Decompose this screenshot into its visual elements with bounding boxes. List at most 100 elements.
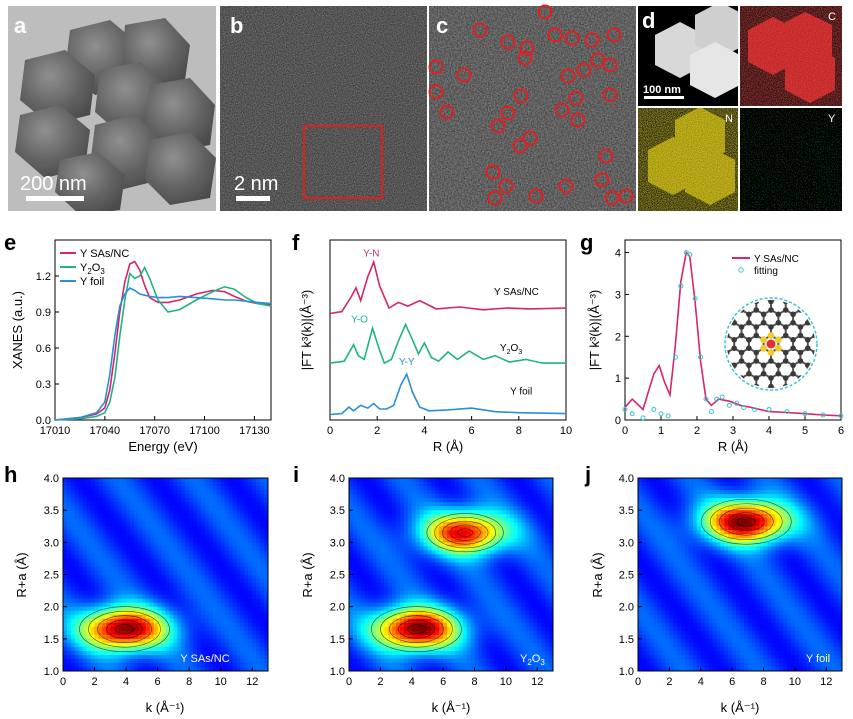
panel-c-label: c xyxy=(436,13,448,38)
x-tick-label: 2 xyxy=(694,425,700,437)
panel-i-label: i xyxy=(293,462,299,487)
x-tick-label: 17040 xyxy=(90,425,121,437)
single-atom-circle xyxy=(560,68,576,84)
x-tick-label: 12 xyxy=(820,676,832,688)
carbon-atom xyxy=(790,311,796,318)
y-tick-label: 1.0 xyxy=(619,666,634,678)
series-line-y2o3 xyxy=(54,265,272,421)
x-tick-label: 17070 xyxy=(139,425,170,437)
single-atom-circle xyxy=(537,4,553,20)
fitting-point xyxy=(687,252,693,258)
panel-b-label: b xyxy=(230,13,243,38)
carbon-atom xyxy=(731,345,737,352)
panel-f-plot-frame xyxy=(329,239,567,421)
carbon-atom xyxy=(775,370,782,377)
panel-a-tem-image: a 200 nm xyxy=(8,6,216,211)
y-tick-label: 3.5 xyxy=(44,505,59,517)
carbon-atom xyxy=(760,362,767,369)
fitting-point xyxy=(784,409,790,415)
panel-e-legend-sas: Y SAs/NC xyxy=(80,248,129,260)
annotation-label: Y-Y xyxy=(399,357,415,368)
single-atom-circle xyxy=(487,190,503,206)
panel-a-scalebar-label: 200 nm xyxy=(20,173,87,195)
carbon-atom xyxy=(790,362,796,369)
single-atom-circle xyxy=(498,178,514,194)
carbon-atom xyxy=(768,307,774,313)
panel-g-label: g xyxy=(580,230,593,255)
y-tick-label: 1.5 xyxy=(330,634,345,646)
single-atom-circle xyxy=(513,88,529,104)
panel-g-ylabel: |FT k³(k)|(Å⁻³) xyxy=(587,290,602,371)
x-tick-label: 17010 xyxy=(40,425,71,437)
x-tick-label: 10 xyxy=(215,676,227,688)
panel-c-haadf-zoom-image: c xyxy=(428,4,636,211)
single-atom-circle xyxy=(500,34,516,50)
panel-h-tag: Y SAs/NC xyxy=(180,653,229,665)
carbon-atom xyxy=(782,324,789,330)
fitting-point xyxy=(752,407,758,413)
x-tick-label: 2 xyxy=(374,425,380,437)
x-tick-label: 5 xyxy=(802,425,808,437)
carbon-atom xyxy=(797,324,804,330)
carbon-atom xyxy=(738,324,745,330)
panel-d-map-n-label: N xyxy=(725,113,733,125)
carbon-atom xyxy=(746,345,752,352)
carbon-atom xyxy=(753,324,760,330)
y-tick-label: 3.0 xyxy=(619,537,634,549)
fitting-point xyxy=(640,415,646,421)
carbon-atom xyxy=(727,349,730,356)
carbon-atom xyxy=(782,349,789,356)
series-line-y2o3 xyxy=(329,322,566,365)
single-atom-circle xyxy=(584,32,600,48)
x-tick-label: 12 xyxy=(246,676,258,688)
single-atom-circle xyxy=(594,172,610,188)
carbon-atom xyxy=(768,375,774,381)
carbon-atom xyxy=(805,345,811,352)
single-atom-circle xyxy=(512,138,528,154)
y-tick-label: 1.5 xyxy=(619,634,634,646)
x-tick-label: 17130 xyxy=(239,425,270,437)
fitting-point xyxy=(726,402,732,408)
panel-j-label: j xyxy=(584,462,591,487)
fitting-point xyxy=(719,394,725,400)
single-atom-circle xyxy=(564,30,580,46)
x-tick-label: 0 xyxy=(635,676,641,688)
panel-h-wavelet-chart: h 0 2 4 6 8 10 12 1.0 1.5 2.0 2.5 3.0 3.5 4.0 Y SAs/N… xyxy=(4,462,269,715)
panel-g-legend: Y SAs/NC fitting xyxy=(732,254,799,277)
x-tick-label: 12 xyxy=(531,676,543,688)
yttrium-atom xyxy=(766,339,776,349)
annotation-label: Y-N xyxy=(363,249,379,260)
single-atom-circle xyxy=(568,90,584,106)
single-atom-circle xyxy=(500,105,516,121)
panel-g-xlabel: R (Å) xyxy=(718,439,748,454)
x-tick-label: 10 xyxy=(560,425,572,437)
x-tick-label: 10 xyxy=(500,676,512,688)
fitting-point xyxy=(838,413,844,419)
fitting-point xyxy=(629,411,635,417)
carbon-atom xyxy=(790,319,796,326)
panel-b-scalebar xyxy=(236,196,270,201)
y-tick-label: 1.2 xyxy=(36,271,51,283)
carbon-atom xyxy=(782,307,789,313)
fitting-point xyxy=(683,250,689,256)
y-tick-label: 1 xyxy=(615,373,621,385)
nitrogen-atom xyxy=(760,336,768,344)
y-tick-label: 1.0 xyxy=(44,666,59,678)
carbon-atom xyxy=(782,332,789,339)
x-tick-label: 10 xyxy=(789,676,801,688)
carbon-atom xyxy=(753,332,760,339)
single-atom-circle xyxy=(604,190,620,206)
panel-h-label: h xyxy=(4,462,17,487)
carbon-atom xyxy=(768,300,774,305)
fitting-point xyxy=(658,411,664,417)
y-tick-label: 4.0 xyxy=(619,473,634,485)
single-atom-circle xyxy=(602,57,618,73)
fitting-point xyxy=(741,404,747,410)
carbon-atom xyxy=(797,349,804,356)
panel-b-scalebar-label: 2 nm xyxy=(234,173,278,195)
fitting-point xyxy=(622,407,628,413)
panel-j-xlabel: k (Å⁻¹) xyxy=(721,700,760,715)
x-tick-label: 2 xyxy=(377,676,383,688)
carbon-atom xyxy=(731,336,737,343)
